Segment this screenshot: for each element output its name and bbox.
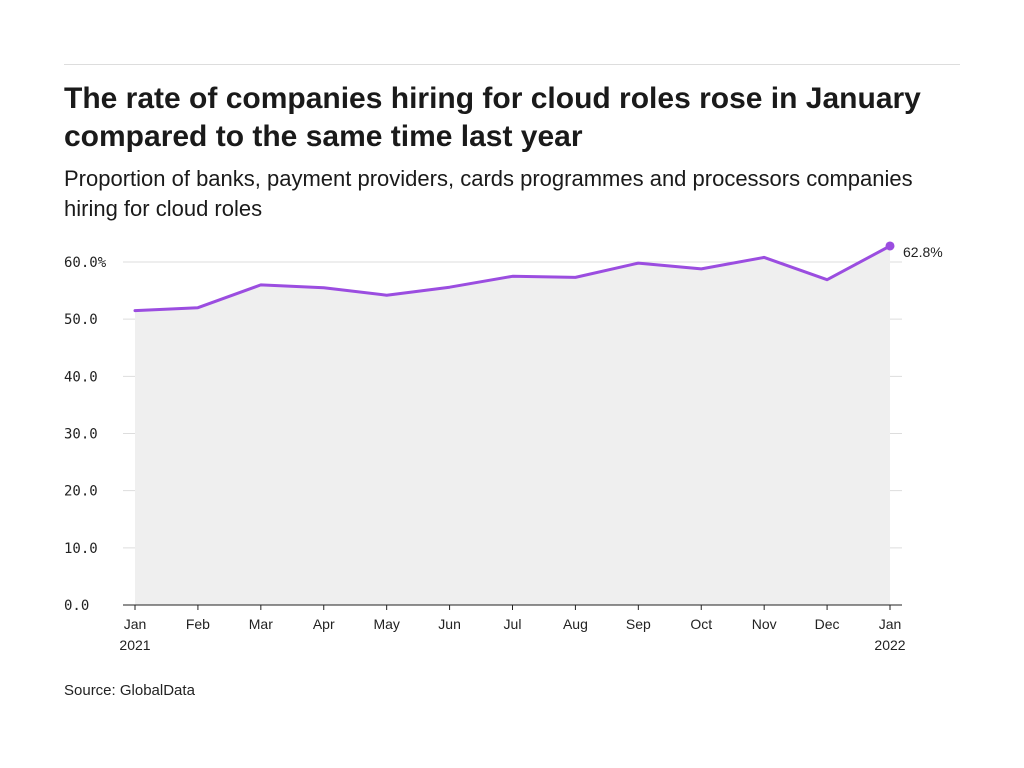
y-tick-label: 20.0 — [64, 484, 98, 500]
x-tick-label: Jan — [879, 616, 902, 632]
x-tick-year-label: 2021 — [119, 637, 150, 653]
y-tick-label: 50.0 — [64, 312, 98, 328]
y-tick-label: 30.0 — [64, 427, 98, 443]
top-rule — [64, 64, 960, 65]
source-note: Source: GlobalData — [64, 682, 195, 699]
x-tick-label: Jan — [124, 616, 147, 632]
last-value-label: 62.8% — [903, 244, 943, 260]
y-tick-label: 10.0 — [64, 541, 98, 557]
area-fill — [135, 246, 890, 605]
x-tick-label: Jul — [504, 616, 522, 632]
series-line — [133, 244, 892, 313]
y-axis: 0.0 10.0 20.0 30.0 40.0 50.0 60.0% — [64, 255, 107, 614]
x-tick-label: Mar — [249, 616, 273, 632]
y-tick-label: 40.0 — [64, 369, 98, 385]
y-tick-label: 0.0 — [64, 598, 89, 614]
x-tick-label: May — [373, 616, 399, 632]
x-tick-label: Nov — [752, 616, 777, 632]
x-tick-label: Feb — [186, 616, 210, 632]
x-tick-label: Aug — [563, 616, 588, 632]
chart-subtitle: Proportion of banks, payment providers, … — [64, 166, 913, 221]
end-markers: 62.8% — [885, 241, 943, 260]
x-tick-year-label: 2022 — [874, 637, 905, 653]
y-tick-label: 60.0% — [64, 255, 107, 271]
x-tick-label: Jun — [438, 616, 461, 632]
chart-title: The rate of companies hiring for cloud r… — [64, 82, 921, 153]
x-axis: Jan 2021 Feb Mar Apr May Jun Jul Aug Sep Oct Nov Dec… — [119, 604, 906, 653]
x-tick-label: Dec — [815, 616, 840, 632]
x-tick-label: Apr — [313, 616, 335, 632]
x-tick-label: Oct — [690, 616, 712, 632]
x-tick-label: Sep — [626, 616, 651, 632]
last-point-marker — [885, 241, 895, 251]
